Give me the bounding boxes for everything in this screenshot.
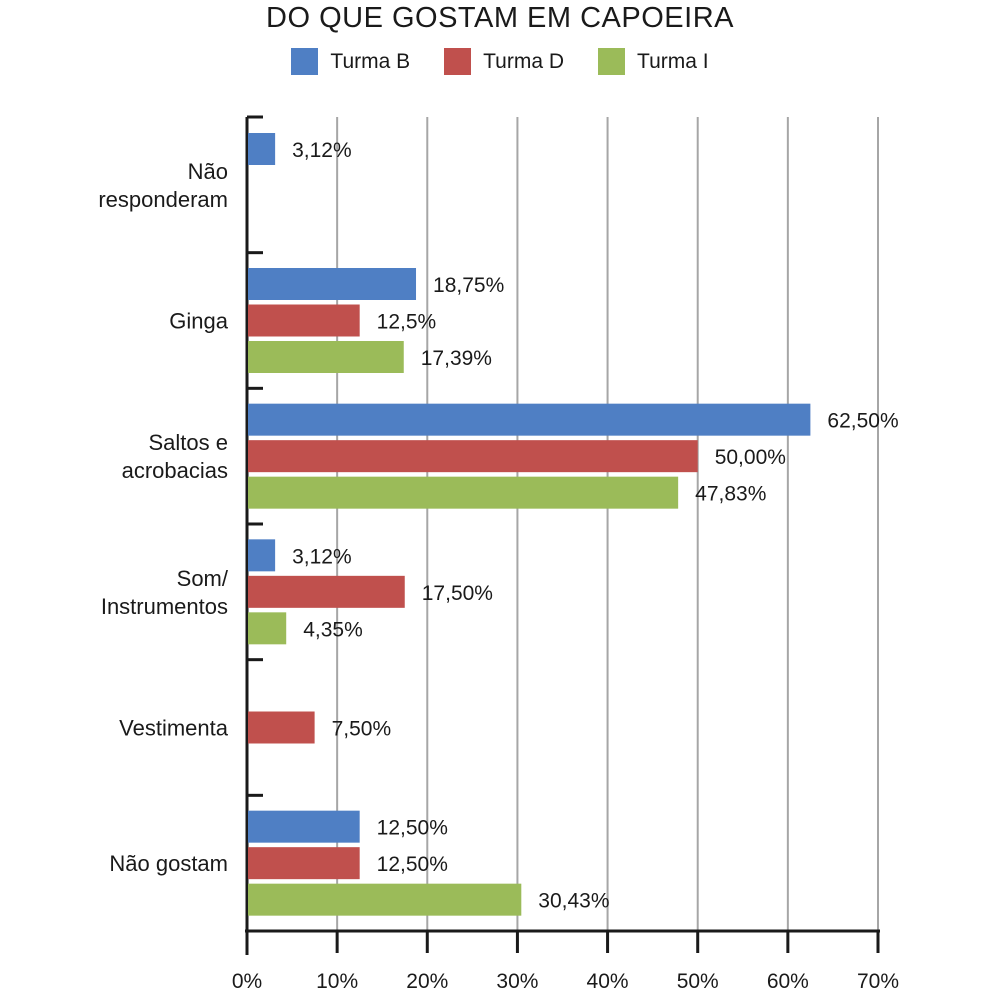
data-label-turma-i-cat2: 47,83% bbox=[695, 483, 766, 506]
x-tick-label-0: 0% bbox=[232, 970, 262, 993]
data-label-turma-d-cat5: 12,50% bbox=[377, 853, 448, 876]
bar-turma-d-cat1 bbox=[248, 305, 360, 337]
category-label-1-line0: Ginga bbox=[169, 309, 228, 334]
bar-turma-b-cat0 bbox=[248, 133, 275, 165]
data-label-turma-b-cat2: 62,50% bbox=[827, 410, 898, 433]
data-label-turma-i-cat5: 30,43% bbox=[538, 890, 609, 913]
data-label-turma-i-cat3: 4,35% bbox=[303, 618, 363, 641]
category-label-5-line0: Não gostam bbox=[109, 851, 228, 876]
bar-turma-b-cat5 bbox=[248, 811, 360, 843]
x-tick-label-30: 30% bbox=[496, 970, 538, 993]
category-label-3-line1: Instrumentos bbox=[101, 594, 228, 619]
data-label-turma-b-cat3: 3,12% bbox=[292, 545, 352, 568]
bar-turma-i-cat2 bbox=[248, 477, 678, 509]
bar-turma-i-cat5 bbox=[248, 884, 521, 916]
data-label-turma-d-cat2: 50,00% bbox=[715, 446, 786, 469]
category-label-0-line1: responderam bbox=[98, 187, 228, 212]
category-label-2-line1: acrobacias bbox=[122, 458, 228, 483]
bar-turma-i-cat1 bbox=[248, 341, 404, 373]
x-tick-label-10: 10% bbox=[316, 970, 358, 993]
x-tick-label-50: 50% bbox=[677, 970, 719, 993]
bar-turma-b-cat1 bbox=[248, 268, 416, 300]
bar-turma-d-cat4 bbox=[248, 712, 315, 744]
x-tick-label-20: 20% bbox=[406, 970, 448, 993]
data-label-turma-b-cat0: 3,12% bbox=[292, 139, 352, 162]
data-label-turma-d-cat1: 12,5% bbox=[377, 311, 437, 334]
x-tick-label-40: 40% bbox=[587, 970, 629, 993]
bar-turma-i-cat3 bbox=[248, 612, 286, 644]
x-tick-label-60: 60% bbox=[767, 970, 809, 993]
data-label-turma-d-cat3: 17,50% bbox=[422, 582, 493, 605]
data-label-turma-d-cat4: 7,50% bbox=[332, 718, 392, 741]
x-tick-label-70: 70% bbox=[857, 970, 899, 993]
data-label-turma-b-cat1: 18,75% bbox=[433, 274, 504, 297]
bar-turma-d-cat5 bbox=[248, 847, 360, 879]
bar-turma-d-cat2 bbox=[248, 440, 698, 472]
bar-turma-d-cat3 bbox=[248, 576, 405, 608]
bar-turma-b-cat2 bbox=[248, 404, 810, 436]
category-label-4-line0: Vestimenta bbox=[119, 716, 229, 741]
category-label-0-line0: Não bbox=[188, 159, 228, 184]
data-label-turma-i-cat1: 17,39% bbox=[421, 347, 492, 370]
category-label-3-line0: Som/ bbox=[177, 566, 229, 591]
data-label-turma-b-cat5: 12,50% bbox=[377, 817, 448, 840]
bar-turma-b-cat3 bbox=[248, 539, 275, 571]
category-label-2-line0: Saltos e bbox=[149, 430, 229, 455]
